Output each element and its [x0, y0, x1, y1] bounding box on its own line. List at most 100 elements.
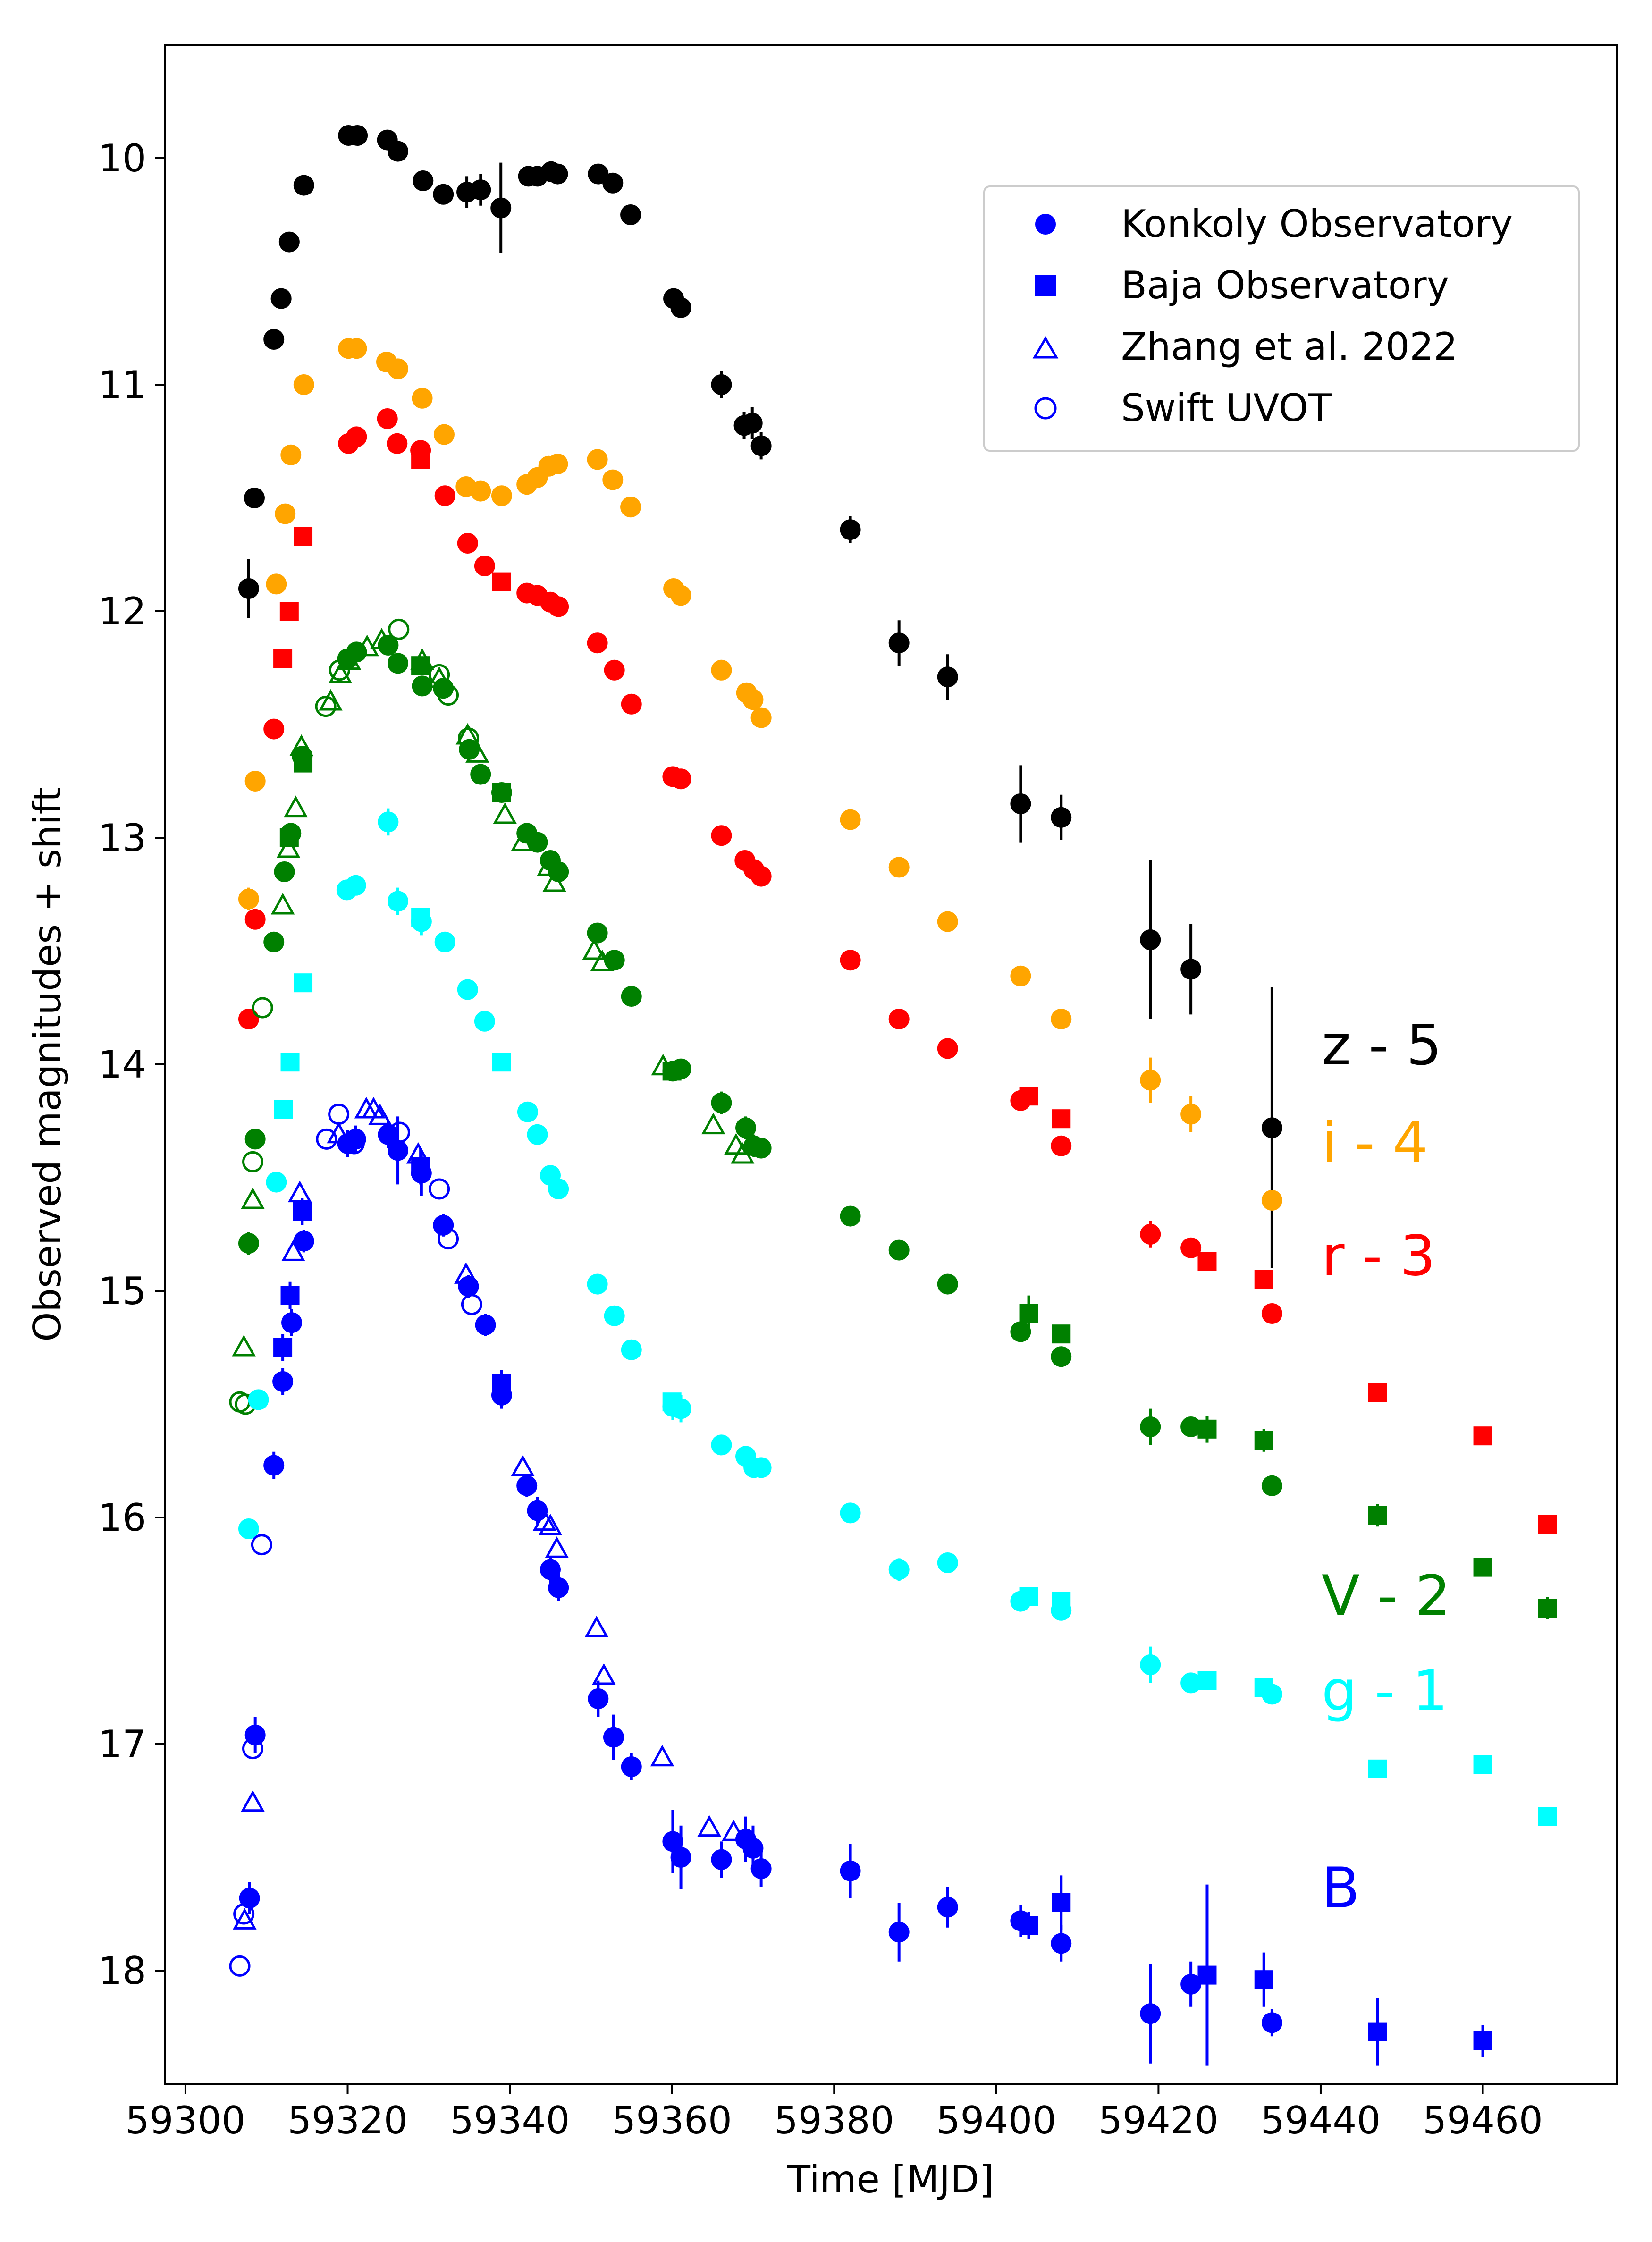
konkoly-point	[603, 1727, 624, 1748]
konkoly-point	[346, 641, 367, 663]
zhang-point	[281, 1239, 305, 1261]
konkoly-point	[735, 1117, 756, 1138]
konkoly-point	[458, 1276, 479, 1297]
zhang-point	[284, 795, 308, 818]
konkoly-point	[711, 659, 732, 681]
konkoly-point	[470, 179, 491, 201]
swift-point	[252, 997, 273, 1019]
konkoly-point	[750, 1457, 772, 1478]
konkoly-point	[1180, 1237, 1202, 1258]
band-label-r: r - 3	[1322, 1223, 1435, 1288]
konkoly-point	[275, 503, 296, 524]
zhang-point	[276, 836, 301, 858]
baja-point	[1254, 1970, 1273, 1989]
konkoly-point	[1261, 1117, 1282, 1138]
konkoly-point	[840, 1860, 861, 1881]
y-tick-label: 10	[98, 136, 146, 180]
baja-point	[1052, 1109, 1071, 1129]
konkoly-point	[411, 911, 432, 932]
konkoly-point	[433, 184, 454, 205]
y-axis: 10 11 12 13 14 15 16 17 18	[98, 136, 165, 1993]
konkoly-point	[840, 950, 861, 971]
konkoly-point	[888, 632, 910, 654]
baja-point	[492, 1053, 511, 1072]
konkoly-point	[937, 1273, 958, 1295]
series-r	[238, 408, 1557, 1534]
x-tick-label: 59420	[1098, 2099, 1219, 2142]
series-g	[238, 808, 1557, 1826]
konkoly-point	[750, 707, 772, 728]
konkoly-point	[620, 204, 641, 225]
konkoly-point	[750, 1138, 772, 1159]
konkoly-point	[378, 811, 399, 833]
konkoly-point	[527, 832, 548, 853]
konkoly-point	[388, 891, 409, 912]
konkoly-point	[527, 1124, 548, 1145]
legend-marker-zhang	[1032, 336, 1059, 359]
konkoly-point	[587, 449, 608, 470]
konkoly-point	[888, 1239, 910, 1261]
konkoly-point	[1261, 1684, 1282, 1705]
baja-point	[1019, 1304, 1038, 1323]
x-tick-label: 59360	[612, 2099, 732, 2142]
legend-label-baja: Baja Observatory	[1121, 263, 1449, 307]
zhang-point	[584, 1616, 609, 1637]
swift-point	[229, 1955, 251, 1977]
konkoly-point	[604, 659, 625, 681]
konkoly-point	[539, 1559, 561, 1580]
konkoly-point	[888, 1922, 910, 1943]
konkoly-point	[548, 596, 569, 617]
x-axis: 59300 59320 59340 59360 59380 59400 59420 59440…	[126, 2084, 1543, 2142]
konkoly-point	[670, 1847, 691, 1868]
konkoly-point	[1180, 959, 1202, 980]
zhang-point	[592, 1663, 616, 1685]
konkoly-point	[293, 374, 314, 395]
konkoly-point	[1010, 1321, 1031, 1342]
y-tick-label: 12	[98, 590, 146, 633]
konkoly-point	[937, 666, 958, 688]
baja-point	[1368, 1506, 1387, 1525]
y-tick-label: 17	[98, 1722, 146, 1766]
konkoly-point	[1140, 1224, 1161, 1245]
zhang-point	[545, 1536, 569, 1558]
konkoly-point	[621, 1756, 642, 1777]
konkoly-point	[413, 170, 434, 191]
konkoly-point	[490, 197, 512, 219]
konkoly-point	[1180, 1672, 1202, 1694]
y-tick-label: 18	[98, 1949, 146, 1993]
konkoly-point	[345, 1129, 366, 1150]
konkoly-point	[587, 922, 608, 944]
konkoly-point	[266, 1172, 287, 1193]
baja-point	[1473, 1755, 1492, 1774]
konkoly-point	[1261, 2012, 1282, 2033]
konkoly-point	[1051, 1933, 1072, 1954]
zhang-point	[538, 1514, 563, 1535]
konkoly-point	[742, 1837, 764, 1859]
konkoly-point	[1180, 1416, 1202, 1437]
konkoly-point	[840, 1502, 861, 1524]
konkoly-point	[1010, 1910, 1031, 1931]
baja-point	[1197, 1252, 1217, 1271]
konkoly-point	[238, 888, 259, 910]
konkoly-point	[602, 469, 624, 490]
legend-box	[983, 185, 1580, 452]
konkoly-point	[244, 488, 265, 508]
zhang-point	[697, 1815, 721, 1837]
y-axis-label: Observed magnitudes + shift	[25, 787, 69, 1341]
konkoly-point	[670, 585, 691, 606]
baja-point	[273, 649, 293, 668]
konkoly-point	[270, 288, 292, 309]
konkoly-point	[347, 125, 368, 146]
konkoly-point	[621, 1339, 642, 1360]
konkoly-point	[621, 986, 642, 1007]
baja-point	[1052, 1893, 1071, 1912]
konkoly-point	[470, 764, 491, 785]
konkoly-point	[263, 718, 285, 740]
konkoly-point	[244, 1129, 266, 1150]
baja-point	[279, 602, 299, 621]
konkoly-point	[750, 435, 772, 456]
konkoly-point	[470, 480, 491, 502]
konkoly-point	[1051, 1135, 1072, 1156]
x-tick-label: 59440	[1261, 2099, 1381, 2142]
